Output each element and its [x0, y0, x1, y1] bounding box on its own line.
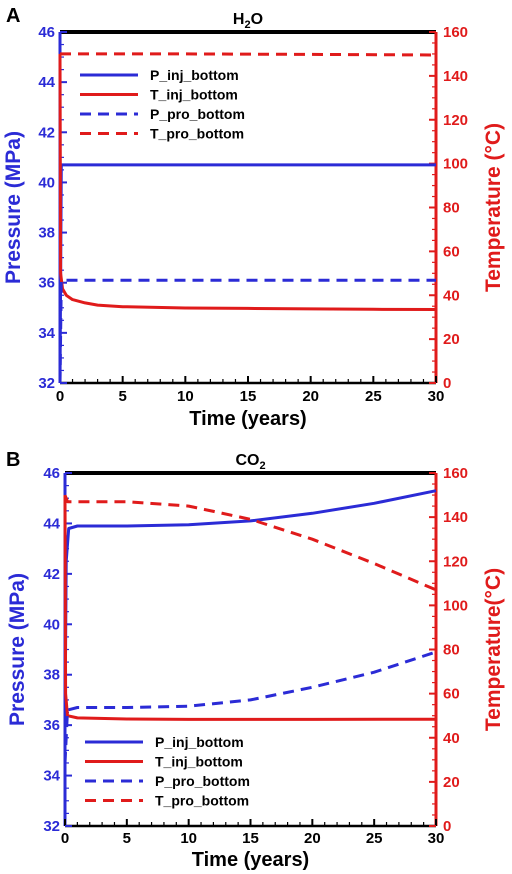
- y-right-tick-label: 140: [443, 509, 468, 526]
- legend-label: T_pro_bottom: [155, 793, 249, 809]
- x-tick-label: 15: [242, 830, 259, 847]
- y-left-tick-label: 34: [43, 768, 60, 785]
- series-line-p-pro-bottom: [63, 650, 437, 764]
- x-tick-label: 25: [366, 830, 383, 847]
- legend-label: T_inj_bottom: [150, 87, 238, 103]
- x-tick-label: 10: [180, 830, 197, 847]
- legend-label: P_inj_bottom: [155, 734, 244, 750]
- x-axis-label: Time (years): [189, 408, 306, 430]
- legend-label: P_inj_bottom: [150, 67, 239, 83]
- y-left-tick-label: 42: [43, 566, 60, 583]
- y-right-tick-label: 0: [443, 375, 451, 392]
- y-left-tick-label: 36: [38, 275, 55, 292]
- y-right-tick-label: 60: [443, 243, 460, 260]
- panel-label: A: [6, 5, 20, 27]
- x-tick-label: 0: [56, 388, 64, 405]
- legend-label: P_pro_bottom: [150, 106, 245, 122]
- y-right-tick-label: 20: [443, 774, 460, 791]
- chart-title: CO2: [235, 452, 265, 472]
- series-line-t-pro-bottom: [63, 494, 437, 592]
- y-left-tick-label: 34: [38, 325, 55, 342]
- y-left-tick-label: 40: [43, 616, 60, 633]
- panel-label: B: [6, 449, 20, 471]
- y-left-tick-label: 32: [38, 375, 55, 392]
- y-right-axis-label: Temperature (°C): [482, 123, 505, 292]
- x-tick-label: 15: [240, 388, 257, 405]
- chart-panel-a: A H2O 0 5 10 15 20 25 30 32 34 36 38 40 42 44 46 0 20 40 60 8…: [2, 5, 505, 430]
- y-left-tick-label: 36: [43, 717, 60, 734]
- y-right-tick-label: 160: [443, 465, 468, 482]
- y-right-tick-label: 100: [443, 597, 468, 614]
- chart-panel-b: B CO2 0 5 10 15 20 25 30 32 34 36 38 40 42 44 46 0 20 40 60 8…: [6, 449, 505, 871]
- y-right-tick-label: 120: [443, 553, 468, 570]
- series-line-t-inj-bottom: [63, 495, 437, 721]
- x-tick-label: 5: [123, 830, 131, 847]
- y-left-tick-label: 46: [38, 24, 55, 41]
- y-left-tick-label: 44: [38, 74, 55, 91]
- y-right-tick-label: 160: [443, 24, 468, 41]
- x-tick-label: 5: [118, 388, 126, 405]
- y-right-tick-label: 140: [443, 68, 468, 85]
- series-line-t-inj-bottom: [58, 53, 437, 311]
- y-left-tick-label: 44: [43, 515, 60, 532]
- x-tick-label: 30: [428, 830, 445, 847]
- legend-label: T_pro_bottom: [150, 126, 244, 142]
- x-tick-label: 25: [365, 388, 382, 405]
- y-left-tick-label: 42: [38, 124, 55, 141]
- y-right-tick-label: 80: [443, 642, 460, 659]
- series-line-t-pro-bottom: [60, 52, 437, 57]
- x-tick-label: 30: [428, 388, 445, 405]
- y-left-tick-label: 38: [38, 225, 55, 242]
- chart-title: H2O: [233, 11, 263, 31]
- legend-label: T_inj_bottom: [155, 754, 243, 770]
- y-right-tick-label: 120: [443, 112, 468, 129]
- x-tick-label: 20: [304, 830, 321, 847]
- y-left-tick-label: 40: [38, 174, 55, 191]
- x-tick-label: 0: [61, 830, 69, 847]
- y-right-tick-label: 40: [443, 287, 460, 304]
- series-line-p-inj-bottom: [63, 489, 437, 726]
- y-left-tick-label: 38: [43, 667, 60, 684]
- y-right-axis-label: Temperature(°C): [482, 568, 505, 731]
- series-line-p-pro-bottom: [58, 278, 436, 384]
- legend-label: P_pro_bottom: [155, 773, 250, 789]
- y-left-tick-label: 32: [43, 818, 60, 835]
- y-right-tick-label: 20: [443, 331, 460, 348]
- y-right-tick-label: 40: [443, 730, 460, 747]
- y-right-tick-label: 60: [443, 686, 460, 703]
- y-left-axis-label: Pressure (MPa): [2, 131, 25, 284]
- y-right-tick-label: 100: [443, 156, 468, 173]
- x-tick-label: 20: [302, 388, 319, 405]
- y-left-axis-label: Pressure (MPa): [6, 573, 29, 726]
- x-tick-label: 10: [177, 388, 194, 405]
- y-right-tick-label: 80: [443, 200, 460, 217]
- series-line-p-inj-bottom: [58, 163, 436, 384]
- y-left-tick-label: 46: [43, 465, 60, 482]
- y-right-tick-label: 0: [443, 818, 451, 835]
- x-axis-label: Time (years): [192, 849, 309, 871]
